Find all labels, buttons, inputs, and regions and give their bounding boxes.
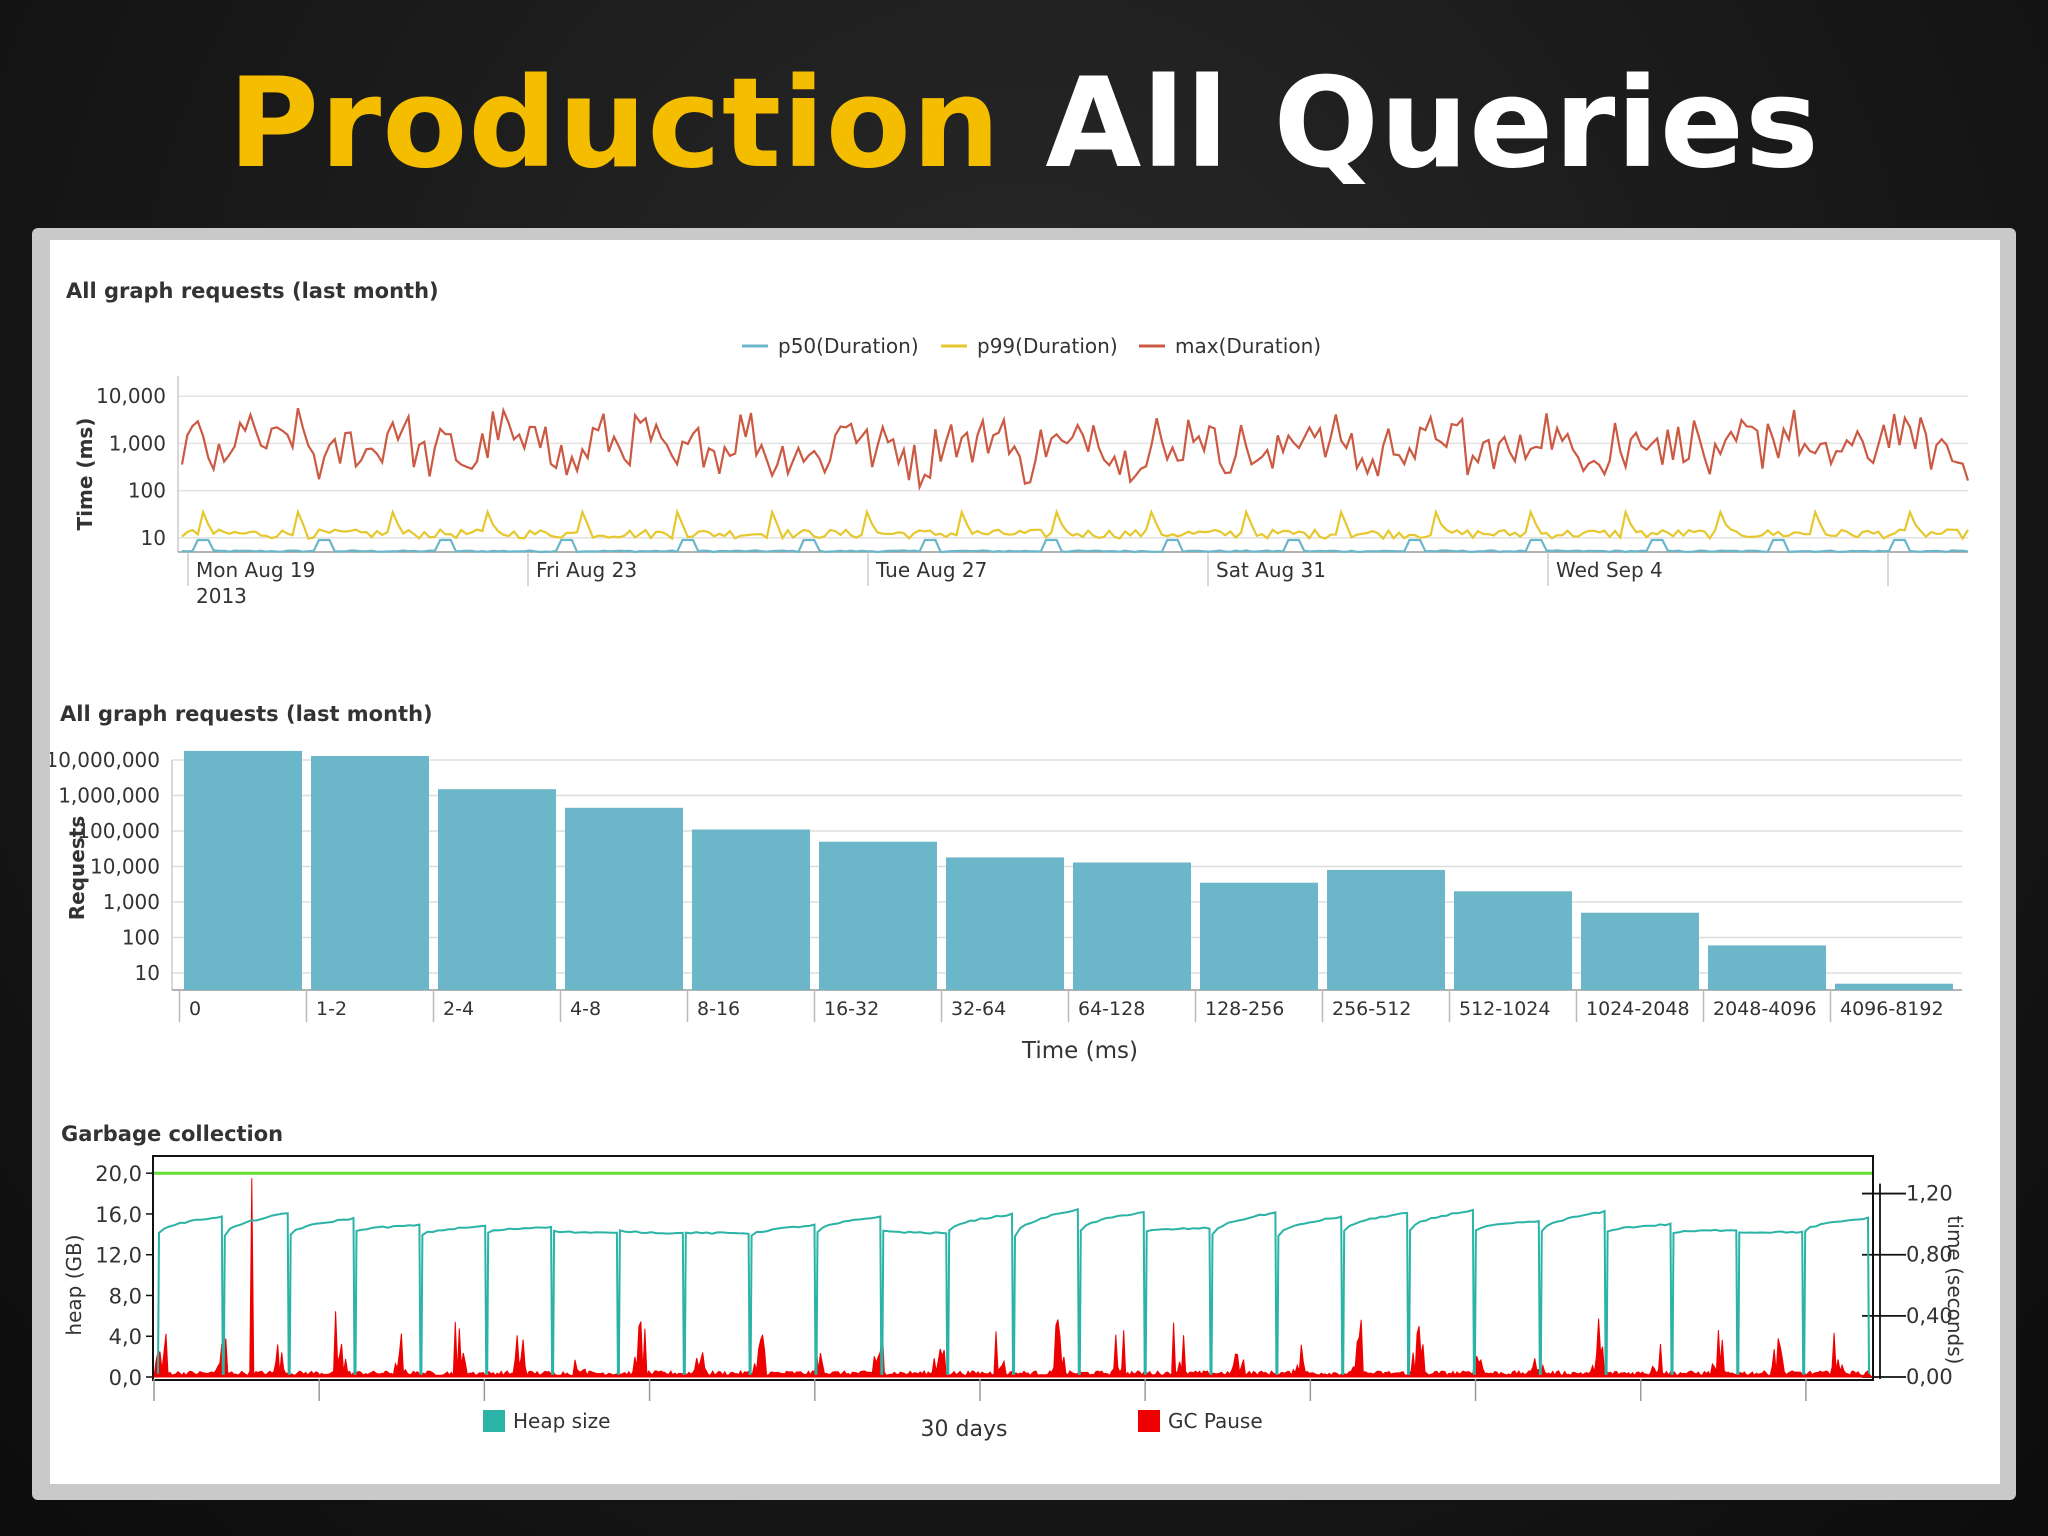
- charts-panel-inner: All graph requests (last month) p50(Dura…: [50, 240, 2000, 1484]
- histogram-y-label: Requests: [65, 816, 89, 920]
- duration-y-tick-label: 10: [141, 526, 166, 550]
- duration-x-tick-label: Fri Aug 23: [536, 558, 637, 582]
- histogram-x-tick-label: 0: [189, 998, 201, 1020]
- duration-chart-title: All graph requests (last month): [66, 279, 439, 303]
- histogram-x-tick-label: 32-64: [951, 998, 1006, 1020]
- gc-y-tick-label: 20,0: [95, 1162, 142, 1186]
- gc-y2-tick-label: 0,40: [1906, 1304, 1953, 1328]
- histogram-bars: [184, 750, 1953, 990]
- histogram-x-tick-label: 512-1024: [1459, 998, 1550, 1020]
- histogram-bar: [1581, 912, 1699, 990]
- gc-y2-tick-label: 0,00: [1906, 1365, 1953, 1389]
- histogram-x-tick-label: 16-32: [824, 998, 879, 1020]
- histogram-bar: [819, 841, 937, 990]
- duration-x-tick-sublabel: 2013: [196, 584, 247, 608]
- duration-y-tick-label: 1,000: [109, 431, 166, 455]
- histogram-x-tick-label: 1024-2048: [1586, 998, 1690, 1020]
- gc-chart-title: Garbage collection: [61, 1122, 283, 1146]
- histogram-y-ticks: 10,000,000 1,000,000 100,000 10,000 1,000 100…: [50, 748, 160, 985]
- slide-title: Production All Queries: [0, 62, 2048, 186]
- duration-line-chart: All graph requests (last month) p50(Dura…: [66, 279, 1970, 608]
- histogram-bar: [946, 857, 1064, 990]
- duration-x-tick-label: Wed Sep 4: [1556, 558, 1663, 582]
- duration-chart-y-ticks: 10,000 1,000 100 10: [96, 384, 166, 550]
- legend-label: p99(Duration): [977, 334, 1118, 358]
- histogram-x-tick-label: 4-8: [570, 998, 601, 1020]
- gc-y2-tick-label: 1,20: [1906, 1182, 1953, 1206]
- histogram-bar: [438, 789, 556, 990]
- gc-y-tick-label: 16,0: [95, 1203, 142, 1227]
- histogram-x-tick-label: 256-512: [1332, 998, 1411, 1020]
- series-line-p50: [181, 538, 1969, 554]
- series-line-max: [180, 406, 1970, 492]
- histogram-x-tick-label: 128-256: [1205, 998, 1284, 1020]
- duration-chart-grid: [177, 376, 1968, 553]
- gc-legend-swatch: [1138, 1410, 1160, 1432]
- histogram-bar: [1708, 945, 1826, 990]
- duration-y-tick-label: 10,000: [96, 384, 166, 408]
- histogram-x-tick-label: 4096-8192: [1840, 998, 1944, 1020]
- series-gc-pause: [153, 1178, 1874, 1378]
- histogram-y-tick-label: 100,000: [77, 819, 160, 843]
- gc-y-tick-label: 0,0: [109, 1366, 142, 1390]
- duration-x-tick-label: Tue Aug 27: [875, 558, 987, 582]
- histogram-bar: [1073, 862, 1191, 990]
- histogram-y-tick-label: 10,000: [90, 855, 160, 879]
- histogram-bar: [1835, 983, 1953, 990]
- histogram-x-tick-label: 1-2: [316, 998, 347, 1020]
- histogram-bar: [311, 756, 429, 990]
- gc-y2-tick-label: 0,80: [1906, 1243, 1953, 1267]
- duration-x-tick-label: Sat Aug 31: [1216, 558, 1326, 582]
- histogram-bar: [184, 750, 302, 990]
- histogram-bar: [1200, 882, 1318, 990]
- duration-y-tick-label: 100: [128, 479, 166, 503]
- histogram-y-tick-label: 10,000,000: [50, 748, 160, 772]
- histogram-y-tick-label: 100: [122, 926, 160, 950]
- histogram-title: All graph requests (last month): [60, 702, 433, 726]
- series-line-p99: [181, 508, 1969, 541]
- garbage-collection-chart: Garbage collection heap (GB) time (secon…: [61, 1122, 1967, 1442]
- gc-y-tick-label: 8,0: [109, 1284, 142, 1308]
- gc-series: [153, 1171, 1874, 1378]
- gc-legend-label: Heap size: [513, 1409, 610, 1433]
- series-heap-size: [157, 1207, 1870, 1375]
- gc-x-label: 30 days: [921, 1417, 1008, 1442]
- duration-chart-series: [180, 406, 1970, 554]
- gc-chart-y2-label: time (seconds): [1943, 1216, 1967, 1365]
- gc-legend-swatch: [483, 1410, 505, 1432]
- gc-legend: Heap size GC Pause: [483, 1409, 1263, 1433]
- gc-chart-y-label: heap (GB): [62, 1234, 86, 1335]
- histogram-x-ticks: 0 1-2 2-4 4-8 8-16 16-32 32-64 64-128 128-256 256…: [178, 990, 1944, 1022]
- histogram-x-tick-label: 2-4: [443, 998, 474, 1020]
- histogram-x-label: Time (ms): [1021, 1038, 1138, 1064]
- title-main-words: All Queries: [1045, 52, 1820, 196]
- histogram-y-tick-label: 10: [135, 961, 160, 985]
- histogram-bar: [565, 807, 683, 990]
- legend-label: max(Duration): [1175, 334, 1321, 358]
- title-accent-word: Production: [228, 52, 1002, 196]
- histogram-bar: [1454, 891, 1572, 990]
- charts-panel: All graph requests (last month) p50(Dura…: [32, 228, 2016, 1500]
- gc-y-tick-label: 12,0: [95, 1244, 142, 1268]
- gc-y-tick-label: 4,0: [109, 1325, 142, 1349]
- duration-chart-y-label: Time (ms): [73, 418, 97, 531]
- gc-y2-ticks: 1,20 0,80 0,40 0,00: [1862, 1182, 1953, 1389]
- charts-canvas: All graph requests (last month) p50(Dura…: [50, 279, 1970, 1442]
- gc-y-ticks: 20,0 16,0 12,0 8,0 4,0 0,0: [95, 1162, 154, 1390]
- histogram-y-tick-label: 1,000: [103, 890, 160, 914]
- histogram-bar: [1327, 869, 1445, 990]
- request-histogram-chart: All graph requests (last month) Requests…: [50, 702, 1962, 1064]
- histogram-x-tick-label: 2048-4096: [1713, 998, 1817, 1020]
- legend-label: p50(Duration): [778, 334, 919, 358]
- histogram-x-tick-label: 64-128: [1078, 998, 1145, 1020]
- gc-legend-label: GC Pause: [1168, 1409, 1263, 1433]
- histogram-x-tick-label: 8-16: [697, 998, 740, 1020]
- histogram-y-tick-label: 1,000,000: [58, 784, 160, 808]
- duration-chart-legend: p50(Duration) p99(Duration) max(Duration): [742, 334, 1321, 358]
- duration-x-tick-label: Mon Aug 19: [196, 558, 315, 582]
- duration-chart-x-ticks: Mon Aug 19 Fri Aug 23 Tue Aug 27 Sat Aug 31…: [187, 552, 1889, 608]
- histogram-bar: [692, 829, 810, 990]
- gc-x-ticks: [153, 1379, 1807, 1401]
